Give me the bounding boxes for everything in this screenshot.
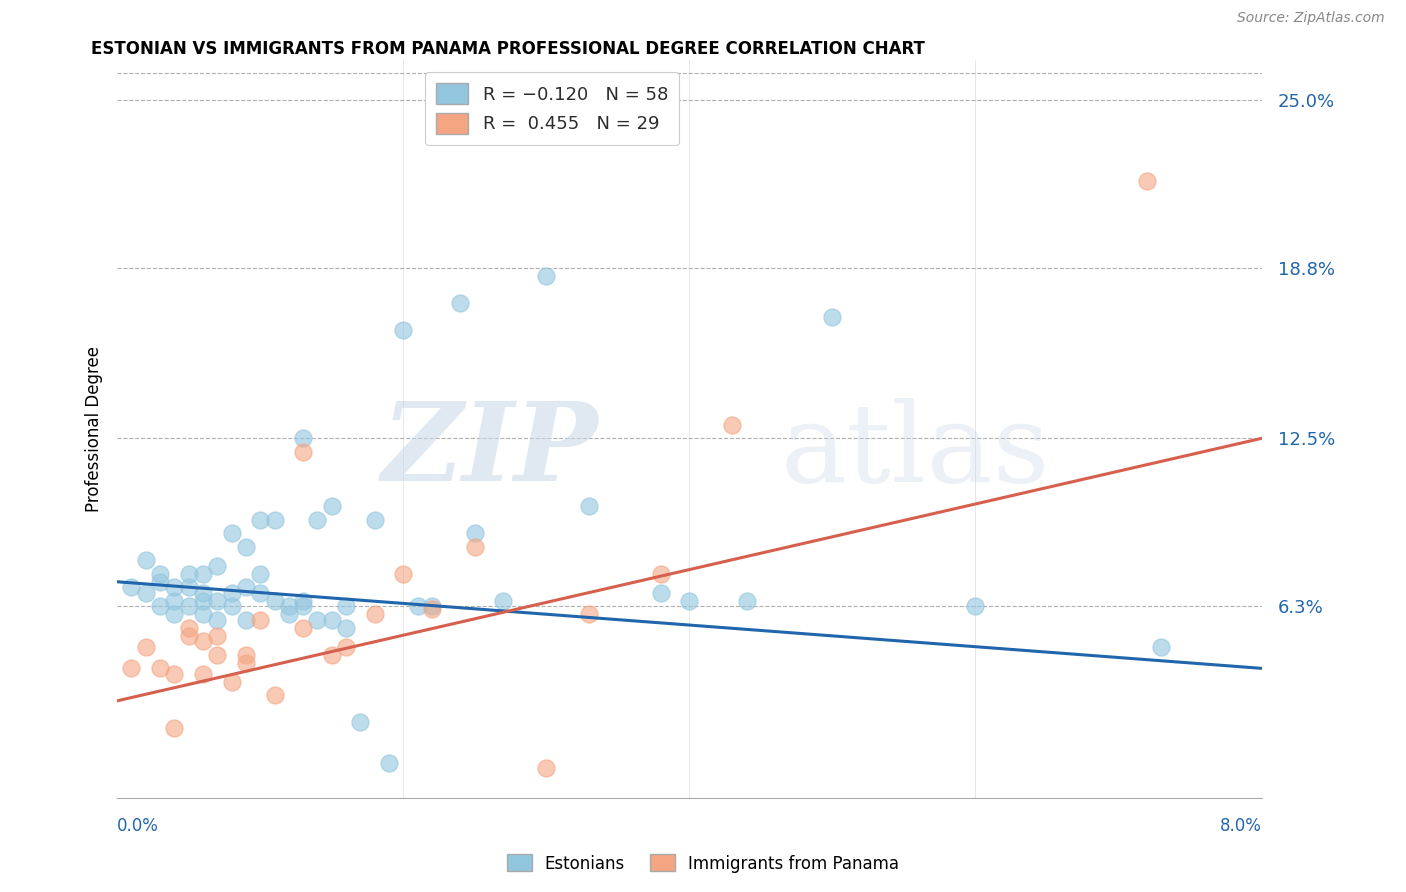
Point <box>235 656 257 670</box>
Point <box>321 613 343 627</box>
Point <box>1136 174 1159 188</box>
Point <box>191 607 214 622</box>
Point <box>121 580 143 594</box>
Point <box>406 599 429 614</box>
Point <box>177 566 200 581</box>
Point <box>249 512 271 526</box>
Text: 8.0%: 8.0% <box>1219 817 1261 835</box>
Y-axis label: Professional Degree: Professional Degree <box>86 346 103 512</box>
Point <box>235 613 257 627</box>
Point <box>321 648 343 662</box>
Point <box>135 585 157 599</box>
Point <box>235 648 257 662</box>
Point <box>249 613 271 627</box>
Point <box>163 607 186 622</box>
Point <box>163 721 186 735</box>
Point <box>292 431 315 445</box>
Point <box>149 661 172 675</box>
Point <box>363 512 385 526</box>
Point <box>221 674 243 689</box>
Point <box>450 296 472 310</box>
Point <box>263 689 285 703</box>
Point <box>349 715 371 730</box>
Point <box>191 566 214 581</box>
Point <box>163 593 186 607</box>
Point <box>277 607 299 622</box>
Point <box>392 566 415 581</box>
Point <box>235 580 257 594</box>
Text: 0.0%: 0.0% <box>117 817 159 835</box>
Point <box>221 526 243 541</box>
Point <box>307 613 329 627</box>
Point <box>163 666 186 681</box>
Point <box>149 574 172 589</box>
Point <box>578 607 600 622</box>
Point <box>363 607 385 622</box>
Point <box>163 580 186 594</box>
Point <box>650 566 672 581</box>
Text: Source: ZipAtlas.com: Source: ZipAtlas.com <box>1237 12 1385 25</box>
Point <box>492 593 515 607</box>
Point <box>177 629 200 643</box>
Legend: R = −0.120   N = 58, R =  0.455   N = 29: R = −0.120 N = 58, R = 0.455 N = 29 <box>425 72 679 145</box>
Point <box>735 593 758 607</box>
Point <box>277 599 299 614</box>
Point <box>650 585 672 599</box>
Point <box>149 599 172 614</box>
Point <box>464 540 486 554</box>
Point <box>821 310 844 324</box>
Point <box>191 593 214 607</box>
Point <box>335 599 357 614</box>
Point <box>207 613 229 627</box>
Point <box>263 512 285 526</box>
Point <box>392 323 415 337</box>
Point <box>221 585 243 599</box>
Point <box>307 512 329 526</box>
Point <box>207 648 229 662</box>
Point <box>191 666 214 681</box>
Point <box>536 268 558 283</box>
Point <box>420 602 443 616</box>
Point <box>135 553 157 567</box>
Point <box>135 640 157 654</box>
Point <box>420 599 443 614</box>
Point <box>207 593 229 607</box>
Point <box>378 756 401 770</box>
Point <box>292 593 315 607</box>
Point <box>965 599 987 614</box>
Text: atlas: atlas <box>780 398 1050 505</box>
Point <box>263 593 285 607</box>
Point <box>235 540 257 554</box>
Point <box>464 526 486 541</box>
Point <box>249 585 271 599</box>
Point <box>292 621 315 635</box>
Point <box>191 585 214 599</box>
Text: ZIP: ZIP <box>381 397 598 505</box>
Point <box>207 558 229 573</box>
Point <box>721 417 744 432</box>
Point <box>335 621 357 635</box>
Point <box>221 599 243 614</box>
Point <box>177 580 200 594</box>
Point <box>321 499 343 513</box>
Text: ESTONIAN VS IMMIGRANTS FROM PANAMA PROFESSIONAL DEGREE CORRELATION CHART: ESTONIAN VS IMMIGRANTS FROM PANAMA PROFE… <box>91 40 925 58</box>
Point <box>536 761 558 775</box>
Point <box>177 599 200 614</box>
Point <box>149 566 172 581</box>
Point <box>335 640 357 654</box>
Point <box>292 445 315 459</box>
Point <box>678 593 700 607</box>
Point <box>1150 640 1173 654</box>
Point <box>191 634 214 648</box>
Point <box>578 499 600 513</box>
Point <box>249 566 271 581</box>
Point <box>207 629 229 643</box>
Point <box>292 599 315 614</box>
Point <box>177 621 200 635</box>
Point <box>121 661 143 675</box>
Legend: Estonians, Immigrants from Panama: Estonians, Immigrants from Panama <box>501 847 905 880</box>
